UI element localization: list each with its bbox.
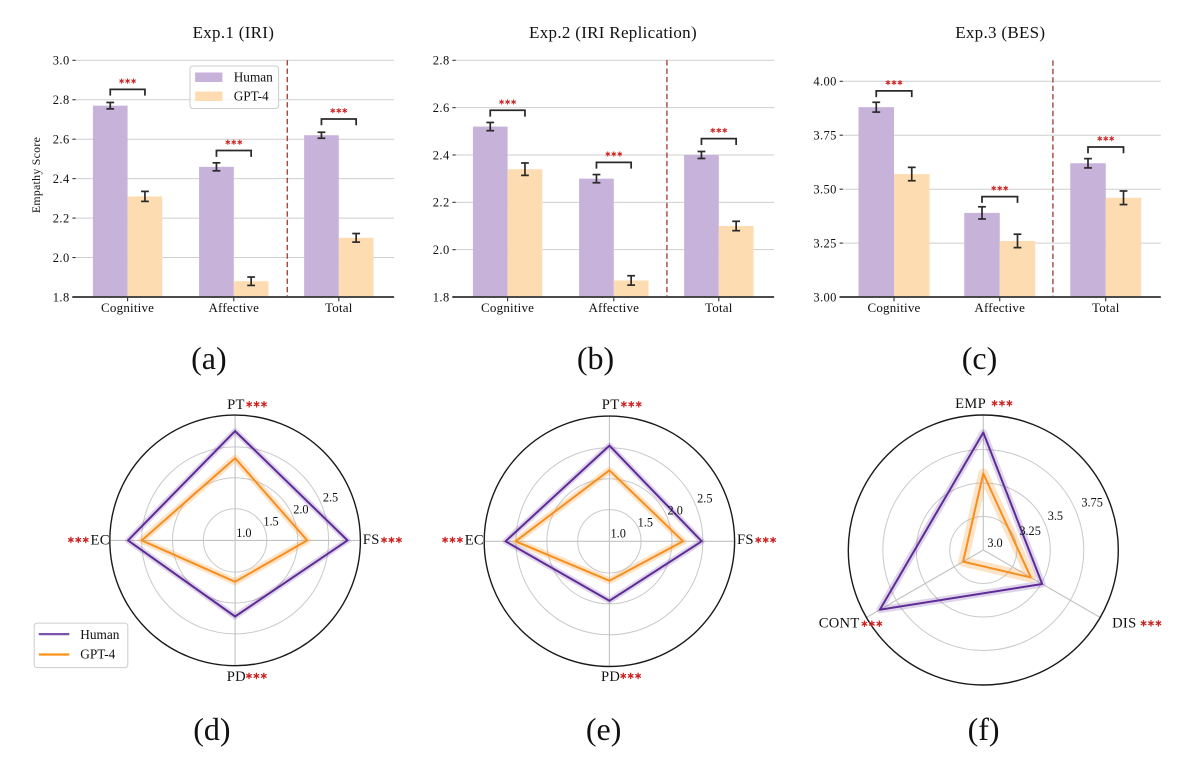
svg-text:2.8: 2.8 — [433, 54, 450, 68]
svg-text:1.0: 1.0 — [611, 527, 626, 541]
svg-text:2.8: 2.8 — [53, 93, 70, 107]
svg-text:PT: PT — [227, 397, 245, 413]
svg-text:GPT-4: GPT-4 — [80, 646, 115, 661]
svg-text:3.50: 3.50 — [813, 183, 836, 197]
svg-text:1.0: 1.0 — [236, 526, 251, 540]
svg-text:(e): (e) — [586, 711, 622, 747]
svg-text:3.0: 3.0 — [987, 536, 1002, 550]
svg-text:Cognitive: Cognitive — [481, 300, 534, 315]
svg-text:Exp.3 (BES): Exp.3 (BES) — [955, 23, 1045, 42]
svg-text:Total: Total — [705, 300, 733, 315]
svg-text:2.0: 2.0 — [293, 503, 308, 517]
svg-text:2.6: 2.6 — [433, 101, 450, 115]
svg-text:Exp.1 (IRI): Exp.1 (IRI) — [193, 23, 275, 42]
svg-text:1.8: 1.8 — [433, 290, 450, 304]
svg-text:3.00: 3.00 — [813, 290, 836, 304]
svg-text:Human: Human — [234, 69, 273, 84]
svg-text:2.0: 2.0 — [668, 503, 683, 517]
svg-text:(f): (f) — [968, 711, 1000, 747]
svg-text:Exp.2 (IRI Replication): Exp.2 (IRI Replication) — [529, 23, 697, 42]
svg-text:3.75: 3.75 — [813, 129, 836, 143]
svg-text:3.25: 3.25 — [1019, 524, 1041, 538]
svg-text:PT: PT — [602, 397, 620, 413]
svg-text:(b): (b) — [577, 340, 614, 376]
svg-text:DIS: DIS — [1112, 616, 1136, 632]
svg-text:EMP: EMP — [955, 396, 986, 412]
svg-text:3.25: 3.25 — [813, 236, 836, 250]
svg-text:2.2: 2.2 — [53, 211, 70, 225]
svg-text:EC: EC — [91, 532, 110, 548]
svg-text:GPT-4: GPT-4 — [234, 89, 269, 104]
svg-text:2.2: 2.2 — [433, 196, 450, 210]
svg-text:CONT: CONT — [819, 615, 860, 631]
svg-text:Empathy Score: Empathy Score — [29, 137, 43, 213]
svg-text:FS: FS — [737, 532, 754, 548]
svg-text:Affective: Affective — [974, 300, 1025, 315]
svg-text:Cognitive: Cognitive — [867, 300, 920, 315]
svg-text:EC: EC — [465, 532, 484, 548]
svg-text:1.8: 1.8 — [53, 290, 70, 304]
svg-text:2.6: 2.6 — [53, 133, 70, 147]
svg-text:(d): (d) — [193, 711, 230, 747]
svg-text:PD: PD — [601, 669, 620, 685]
svg-text:2.5: 2.5 — [323, 491, 338, 505]
svg-text:Human: Human — [80, 627, 119, 642]
svg-text:1.5: 1.5 — [263, 515, 278, 529]
svg-text:3.5: 3.5 — [1048, 509, 1063, 523]
svg-text:1.5: 1.5 — [638, 516, 653, 530]
svg-text:PD: PD — [227, 669, 246, 685]
svg-text:(c): (c) — [962, 340, 998, 376]
svg-text:3.75: 3.75 — [1081, 496, 1103, 510]
svg-text:2.4: 2.4 — [433, 148, 450, 162]
svg-text:2.5: 2.5 — [697, 491, 712, 505]
svg-text:FS: FS — [363, 532, 380, 548]
svg-text:(a): (a) — [191, 340, 227, 376]
svg-text:4.00: 4.00 — [813, 75, 836, 89]
svg-text:Total: Total — [325, 300, 353, 315]
svg-text:Total: Total — [1092, 300, 1120, 315]
svg-text:2.0: 2.0 — [53, 251, 70, 265]
svg-text:3.0: 3.0 — [53, 54, 70, 68]
svg-text:Affective: Affective — [588, 300, 639, 315]
svg-text:2.4: 2.4 — [53, 172, 70, 186]
svg-text:Cognitive: Cognitive — [101, 300, 154, 315]
svg-text:Affective: Affective — [208, 300, 259, 315]
svg-text:2.0: 2.0 — [433, 243, 450, 257]
